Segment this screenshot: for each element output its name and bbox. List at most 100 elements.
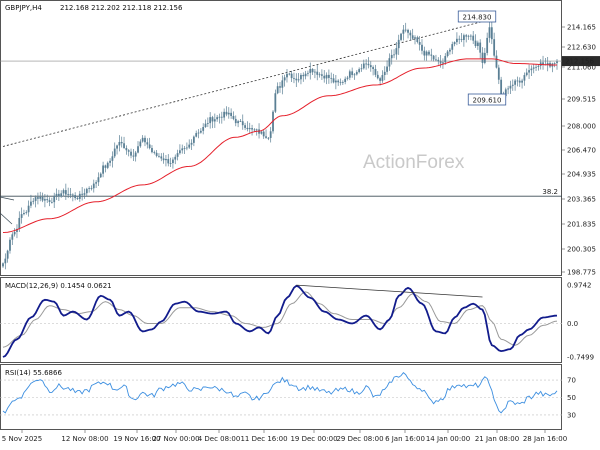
candle-body [379, 78, 381, 81]
candle-body [192, 136, 195, 143]
candle-body [423, 50, 426, 56]
candle-body [421, 44, 423, 51]
price-panel-frame [0, 0, 562, 276]
candle-body [493, 39, 496, 56]
candle-body [449, 49, 451, 52]
candle-body [50, 201, 53, 203]
candle-body [216, 117, 219, 120]
candle-body [11, 234, 14, 240]
candle-body [234, 118, 237, 124]
candle-body [218, 116, 221, 118]
candle-body [518, 80, 521, 83]
time-axis-label: 12 Nov 08:00 [61, 435, 108, 443]
candle-body [62, 190, 65, 194]
candle-body [430, 54, 433, 56]
candle-body [279, 86, 281, 88]
candle-body [169, 163, 172, 164]
candle-body [365, 63, 368, 65]
candle-body [223, 111, 226, 118]
candle-body [383, 71, 386, 76]
fib-fan-line [0, 212, 13, 225]
candle-body [127, 150, 130, 152]
time-axis-label: 14 Jan 00:00 [426, 435, 470, 443]
candle-body [37, 197, 39, 199]
candle-body [323, 75, 326, 79]
candle-body [311, 68, 314, 73]
candle-body [167, 158, 170, 164]
candle-body [497, 67, 500, 80]
candle-body [18, 217, 21, 229]
candle-body [500, 79, 503, 97]
candle-body [71, 194, 74, 196]
candle-body [102, 165, 104, 174]
candle-body [351, 71, 354, 75]
price-axis-label: 206.470 [567, 147, 596, 155]
candle-body [6, 250, 9, 259]
rsi-label: RSI(14) 55.6866 [5, 369, 62, 377]
candle-body [535, 66, 537, 68]
time-axis-label: 21 Jan 08:00 [475, 435, 519, 443]
price-axis-label: 200.305 [567, 246, 596, 254]
candle-body [309, 68, 312, 73]
candle-body [97, 177, 100, 183]
chart-ohlc: 212.168 212.202 212.118 212.156 [60, 4, 183, 12]
macd-axis-label: -0.7499 [567, 354, 594, 362]
candle-body [428, 51, 430, 55]
moving-average-line [2, 58, 557, 233]
candle-body [265, 136, 267, 138]
candle-body [376, 74, 379, 79]
price-axis-label: 201.835 [567, 221, 596, 229]
candle-body [353, 74, 356, 76]
candle-body [211, 117, 214, 122]
candle-body [453, 42, 456, 45]
candle-body [244, 125, 246, 128]
candle-body [460, 39, 463, 40]
candle-body [20, 214, 23, 218]
macd-axis-label: 0.0 [567, 320, 578, 328]
macd-trendline [296, 284, 483, 298]
candle-body [90, 188, 93, 189]
time-axis-label: 19 Nov 16:00 [113, 435, 160, 443]
candle-body [60, 193, 63, 197]
candle-body [4, 258, 7, 264]
candle-body [260, 131, 263, 134]
candle-body [530, 68, 533, 71]
candle-body [476, 42, 479, 47]
candle-body [288, 73, 291, 75]
candle-body [372, 67, 375, 69]
candle-body [360, 68, 363, 70]
candle-body [374, 68, 377, 75]
candle-body [83, 193, 86, 195]
candle-body [174, 156, 177, 160]
candle-body [113, 148, 116, 157]
candle-body [337, 80, 340, 83]
candle-body [367, 63, 370, 66]
candle-body [158, 155, 160, 157]
candle-body [295, 78, 298, 81]
candle-body [34, 197, 37, 201]
candle-body [462, 35, 465, 40]
candle-body [425, 51, 428, 56]
rsi-line [2, 372, 558, 414]
candle-body [172, 159, 174, 164]
candle-body [109, 160, 111, 163]
time-axis-label: 27 Nov 00:00 [152, 435, 199, 443]
candle-body [418, 41, 421, 45]
candle-body [32, 200, 35, 202]
candle-body [355, 72, 358, 75]
candle-body [542, 62, 544, 65]
candle-body [437, 59, 440, 62]
candle-body [255, 129, 258, 131]
price-axis-label: 198.775 [567, 269, 596, 277]
rsi-layer [0, 372, 562, 416]
candle-body [390, 54, 393, 59]
candle-body [456, 38, 458, 43]
candle-body [404, 29, 407, 31]
candle-body [469, 35, 472, 37]
candle-body [67, 194, 70, 195]
macd-line [2, 284, 558, 358]
candle-body [176, 153, 179, 157]
candle-body [16, 228, 18, 232]
price-axis-label: 204.935 [567, 171, 596, 179]
